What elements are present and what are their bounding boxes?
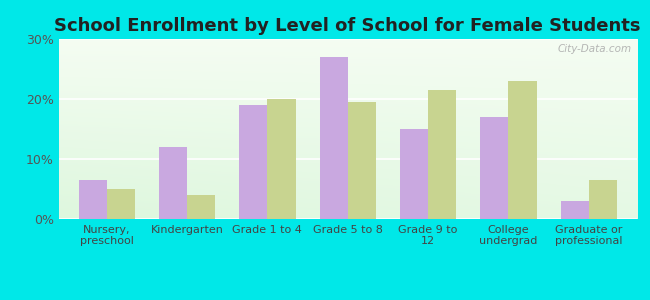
Bar	[348, 102, 376, 219]
Bar	[320, 57, 348, 219]
Text: City-Data.com: City-Data.com	[557, 44, 631, 54]
Bar	[589, 180, 617, 219]
Bar	[79, 180, 107, 219]
Bar	[187, 195, 215, 219]
Bar	[400, 129, 428, 219]
Bar	[107, 189, 135, 219]
Title: School Enrollment by Level of School for Female Students: School Enrollment by Level of School for…	[55, 17, 641, 35]
Bar	[159, 147, 187, 219]
Bar	[561, 201, 589, 219]
Bar	[480, 117, 508, 219]
Bar	[428, 90, 456, 219]
Bar	[267, 99, 296, 219]
Bar	[508, 81, 536, 219]
Bar	[239, 105, 267, 219]
